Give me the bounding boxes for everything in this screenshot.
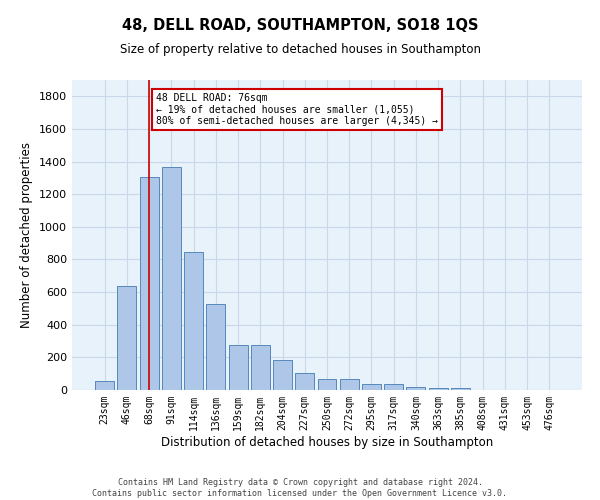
Bar [295,373,314,390]
Bar [140,177,158,390]
Bar [317,380,337,390]
Bar [206,304,225,390]
Bar [118,286,136,390]
Bar [95,381,114,390]
Bar [229,345,248,390]
Bar [162,168,181,390]
Text: Contains HM Land Registry data © Crown copyright and database right 2024.
Contai: Contains HM Land Registry data © Crown c… [92,478,508,498]
Bar [451,388,470,390]
Bar [273,360,292,390]
Y-axis label: Number of detached properties: Number of detached properties [20,142,34,328]
Bar [251,345,270,390]
Bar [384,384,403,390]
Bar [340,380,359,390]
X-axis label: Distribution of detached houses by size in Southampton: Distribution of detached houses by size … [161,436,493,448]
Bar [429,388,448,390]
Text: 48 DELL ROAD: 76sqm
← 19% of detached houses are smaller (1,055)
80% of semi-det: 48 DELL ROAD: 76sqm ← 19% of detached ho… [156,93,438,126]
Text: Size of property relative to detached houses in Southampton: Size of property relative to detached ho… [119,42,481,56]
Bar [184,252,203,390]
Text: 48, DELL ROAD, SOUTHAMPTON, SO18 1QS: 48, DELL ROAD, SOUTHAMPTON, SO18 1QS [122,18,478,32]
Bar [362,384,381,390]
Bar [406,386,425,390]
